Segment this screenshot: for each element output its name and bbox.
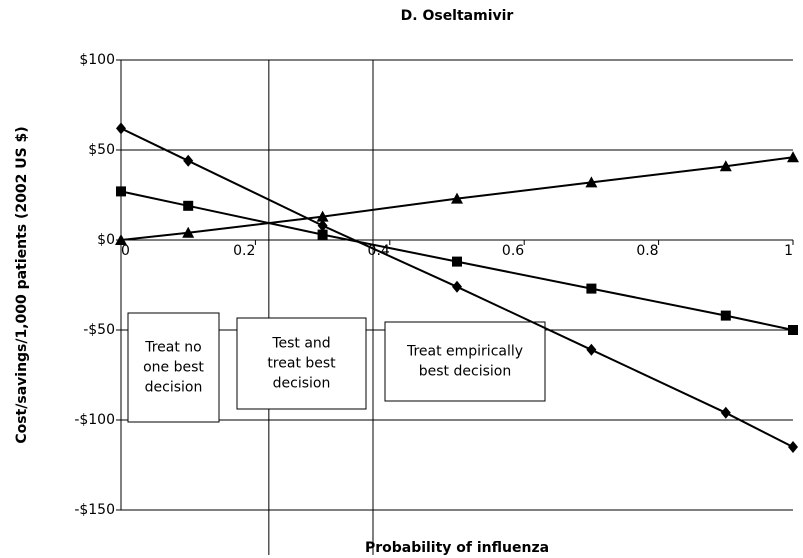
diamond-marker: [116, 122, 126, 135]
triangle-marker: [182, 226, 195, 238]
x-tick-label: 1: [784, 243, 793, 259]
annotation-text: Treat no: [144, 340, 202, 356]
square-marker: [586, 283, 597, 294]
y-tick-label: $50: [88, 142, 115, 158]
diamond-marker: [788, 441, 798, 453]
y-tick-label: $0: [97, 232, 115, 248]
annotation-text: Test and: [271, 336, 330, 352]
y-tick-label: -$150: [74, 502, 115, 518]
annotation-text: decision: [273, 376, 331, 392]
x-tick-label: 0.2: [233, 243, 255, 259]
square-marker: [788, 325, 798, 335]
annotation-text: decision: [145, 380, 203, 396]
annotation-text: best decision: [419, 364, 511, 380]
diamond-marker: [317, 219, 328, 232]
annotation-text: Treat empirically: [406, 344, 523, 360]
diamond-marker: [452, 280, 462, 293]
triangle-marker: [585, 176, 598, 188]
x-tick-label: 0.6: [502, 243, 524, 259]
y-tick-label: -$100: [74, 412, 115, 428]
annotation-text: one best: [143, 360, 204, 376]
y-tick-label: -$50: [83, 322, 115, 338]
annotation-text: treat best: [267, 356, 336, 372]
x-axis-label: Probability of influenza: [365, 540, 549, 556]
diamond-marker: [586, 343, 597, 356]
diamond-marker: [183, 154, 194, 167]
triangle-marker: [719, 160, 732, 172]
triangle-marker: [451, 192, 463, 204]
triangle-marker: [115, 234, 127, 245]
square-marker: [720, 310, 731, 321]
square-marker: [317, 229, 328, 240]
x-tick-label: 0: [121, 243, 130, 259]
annotation-box: [127, 312, 220, 423]
diamond-marker: [720, 406, 731, 419]
triangle-marker: [316, 210, 329, 222]
x-tick-label: 0.8: [636, 243, 658, 259]
chart-title: D. Oseltamivir: [401, 8, 514, 24]
annotation-box: [236, 317, 367, 410]
square-marker: [183, 200, 194, 211]
triangle-marker: [787, 151, 799, 163]
square-marker: [116, 186, 126, 197]
y-axis-label: Cost/savings/1,000 patients (2002 US $): [14, 126, 30, 443]
y-tick-label: $100: [79, 52, 115, 68]
square-marker: [452, 256, 462, 267]
annotation-box: [384, 321, 546, 402]
